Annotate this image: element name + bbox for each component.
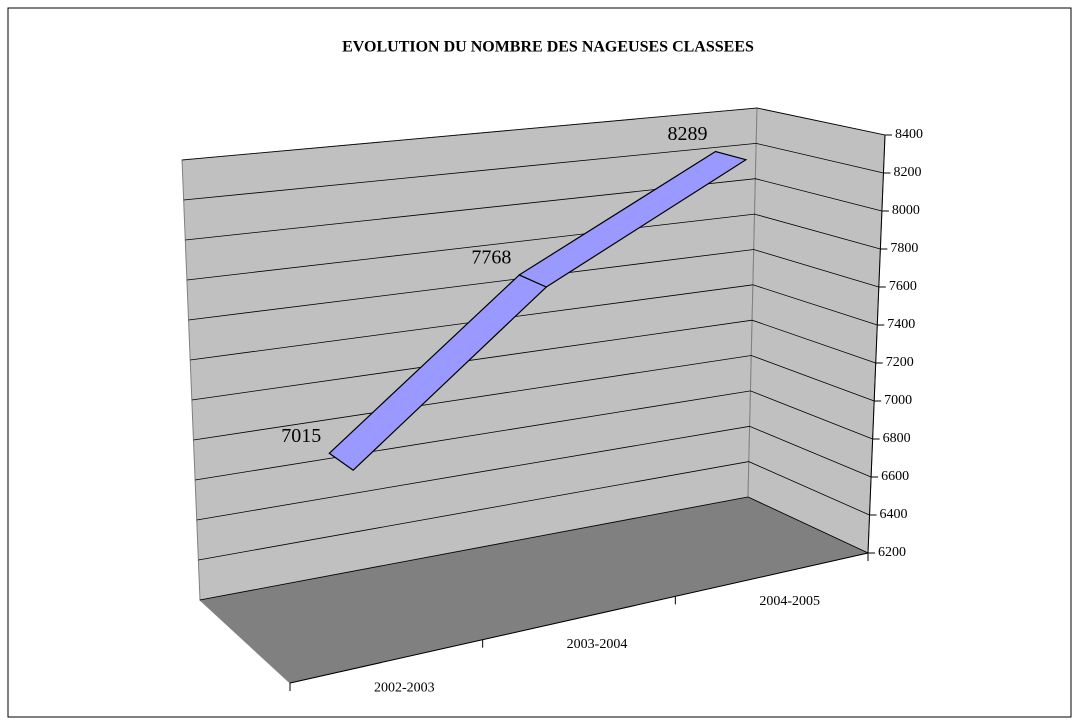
x-tick-label: 2004-2005: [759, 594, 820, 609]
data-label: 7768: [471, 246, 511, 268]
grid-line: [185, 178, 882, 241]
y-tick-label: 6600: [881, 469, 909, 484]
y-tick-label: 7400: [887, 317, 915, 332]
ribbon-segment: [518, 150, 748, 288]
x-tick-label: 2003-2004: [567, 637, 628, 652]
grid-line: [195, 390, 873, 481]
x-axis: [289, 552, 869, 684]
y-tick-label: 6800: [883, 431, 911, 446]
data-label: 7015: [281, 425, 321, 447]
y-tick-label: 8000: [892, 203, 920, 218]
data-label: 8289: [668, 123, 708, 145]
y-tick-label: 8200: [893, 165, 921, 180]
grid-line: [199, 496, 869, 601]
y-tick-label: 7200: [886, 355, 914, 370]
grid-line: [190, 284, 878, 361]
grid-line: [196, 425, 872, 521]
y-tick-label: 7600: [889, 279, 917, 294]
y-tick-label: 7000: [884, 393, 912, 408]
y-tick-label: 6400: [880, 507, 908, 522]
grid-line: [181, 107, 886, 161]
grid-line: [183, 142, 884, 201]
grid-line: [186, 213, 881, 281]
x-tick-label: 2002-2003: [374, 681, 435, 696]
y-tick-label: 6200: [878, 545, 906, 560]
grid-line: [188, 249, 879, 321]
y-tick-label: 7800: [890, 241, 918, 256]
side-wall: [747, 107, 886, 554]
grid-line: [198, 461, 870, 561]
chart-title: EVOLUTION DU NOMBRE DES NAGEUSES CLASSEE…: [342, 39, 754, 56]
grid-line: [191, 319, 876, 401]
y-axis: [867, 134, 886, 554]
y-tick-label: 8400: [895, 127, 923, 142]
